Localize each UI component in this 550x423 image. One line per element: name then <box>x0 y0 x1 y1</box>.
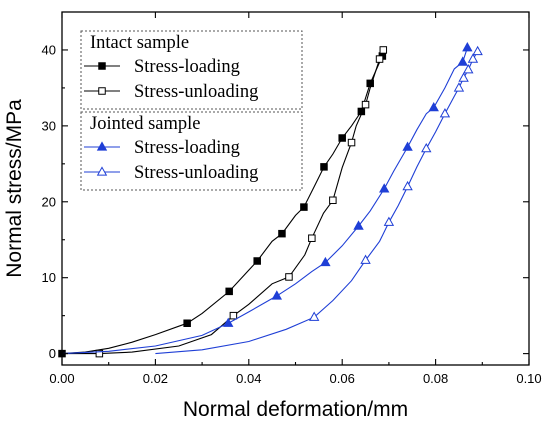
x-tick-label: 0.06 <box>330 371 355 386</box>
data-point <box>353 220 364 230</box>
data-point <box>462 42 473 52</box>
legend-key-marker <box>98 62 106 70</box>
legend-jointed-sample: Jointed sample Stress-loading Stress-unl… <box>80 111 303 191</box>
data-point <box>225 287 233 296</box>
y-tick-label: 40 <box>42 42 56 57</box>
y-tick-label: 20 <box>42 194 56 209</box>
data-point <box>183 319 191 327</box>
data-point <box>383 216 395 226</box>
y-tick-label: 30 <box>42 118 56 133</box>
data-point <box>320 163 328 171</box>
legend-box-intact <box>80 30 303 110</box>
data-point <box>453 82 465 92</box>
data-point <box>338 134 346 142</box>
data-point <box>253 257 261 265</box>
data-point <box>379 183 390 193</box>
data-point <box>428 101 439 112</box>
data-point <box>308 234 316 242</box>
x-tick-label: 0.10 <box>516 371 541 386</box>
x-axis-title: Normal deformation/mm <box>183 398 408 421</box>
legend-label-jointed-loading: Stress-loading <box>134 138 240 158</box>
series-0 <box>58 52 387 358</box>
axis-ticks: 0.00 0.02 0.04 0.06 0.08 0.10 0 10 20 30 40 <box>42 12 542 386</box>
data-point <box>458 72 469 82</box>
data-point <box>402 180 413 191</box>
y-tick-label: 0 <box>49 346 56 361</box>
legend-title-intact: Intact sample <box>90 33 189 53</box>
data-point <box>278 229 286 238</box>
legend-key-intact-unloading <box>84 87 120 95</box>
data-point <box>300 203 308 211</box>
series-line-3 <box>155 51 479 355</box>
legend-intact-sample: Intact sample Stress-loading Stress-unlo… <box>80 30 303 110</box>
legend-key-marker <box>96 166 108 176</box>
series-2 <box>61 42 473 355</box>
legend-key-jointed-unloading <box>84 166 120 176</box>
legend-key-intact-loading <box>84 62 120 70</box>
data-point <box>402 141 413 151</box>
y-tick-label: 10 <box>42 270 56 285</box>
data-point <box>439 108 451 118</box>
x-tick-label: 0.00 <box>49 371 74 386</box>
data-point <box>308 311 320 321</box>
series-1 <box>62 46 388 358</box>
data-point <box>329 196 337 205</box>
data-point <box>463 64 474 74</box>
legend-label-intact-unloading: Stress-unloading <box>134 82 258 102</box>
data-point <box>361 100 370 109</box>
data-point <box>229 311 238 320</box>
data-series-group <box>58 42 483 358</box>
legend-key-marker <box>96 141 108 151</box>
legend-key-marker <box>98 87 106 95</box>
data-point <box>320 256 331 267</box>
data-point <box>347 138 356 147</box>
series-line-0 <box>61 55 383 355</box>
data-point <box>457 56 468 66</box>
data-point <box>467 53 479 63</box>
data-point <box>271 290 283 300</box>
data-point <box>223 317 234 327</box>
x-tick-label: 0.08 <box>423 371 448 386</box>
legend-label-intact-loading: Stress-loading <box>134 57 240 77</box>
x-tick-label: 0.02 <box>143 371 168 386</box>
legend-label-jointed-unloading: Stress-unloading <box>134 163 258 183</box>
data-point <box>360 254 371 264</box>
data-point <box>421 142 432 153</box>
legend-title-jointed: Jointed sample <box>90 114 200 134</box>
data-point <box>375 55 384 63</box>
data-point <box>95 349 104 358</box>
data-point <box>285 273 293 281</box>
data-point <box>379 46 388 54</box>
y-axis-title: Normal stress/MPa <box>3 99 26 278</box>
series-3 <box>155 45 483 355</box>
data-point <box>472 45 483 56</box>
x-tick-label: 0.04 <box>236 371 261 386</box>
legend-key-jointed-loading <box>84 141 120 151</box>
legend-box-jointed <box>80 111 303 191</box>
